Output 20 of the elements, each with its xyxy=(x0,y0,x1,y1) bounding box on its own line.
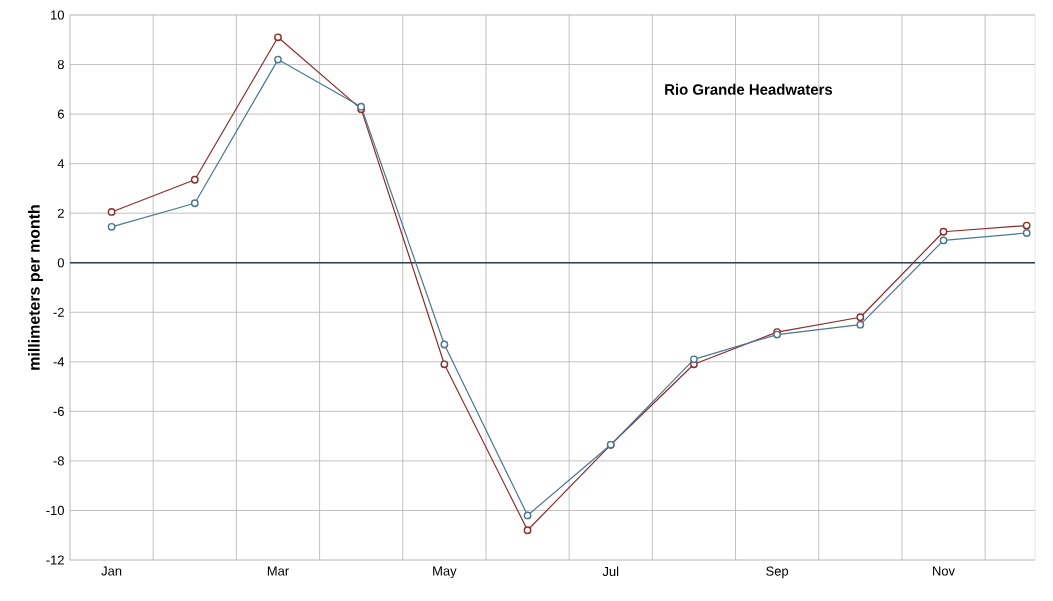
x-tick-label: Mar xyxy=(267,566,289,576)
x-tick-label: Jan xyxy=(101,566,122,576)
y-tick-label: -6 xyxy=(53,406,64,416)
y-tick-label: 2 xyxy=(57,208,64,218)
y-tick-label: 10 xyxy=(51,10,64,20)
y-tick-label: 8 xyxy=(57,59,64,70)
y-axis-title: millimeters per month xyxy=(28,205,43,370)
y-tick-label: 0 xyxy=(57,258,64,268)
y-tick-label: -8 xyxy=(53,456,64,466)
y-tick-label: -2 xyxy=(53,307,64,317)
y-tick-label: -12 xyxy=(46,555,64,565)
x-tick-label: Jul xyxy=(602,566,619,577)
y-tick-label: -10 xyxy=(46,505,64,516)
y-tick-label: -4 xyxy=(53,357,65,367)
y-tick-label: 4 xyxy=(57,159,65,169)
text: Rio Grande Headwaters xyxy=(665,83,833,95)
y-tick-label: 6 xyxy=(57,109,64,119)
x-tick-label: Sep xyxy=(766,566,789,579)
x-tick-label: May xyxy=(433,566,457,579)
x-tick-label: Nov xyxy=(933,566,955,576)
